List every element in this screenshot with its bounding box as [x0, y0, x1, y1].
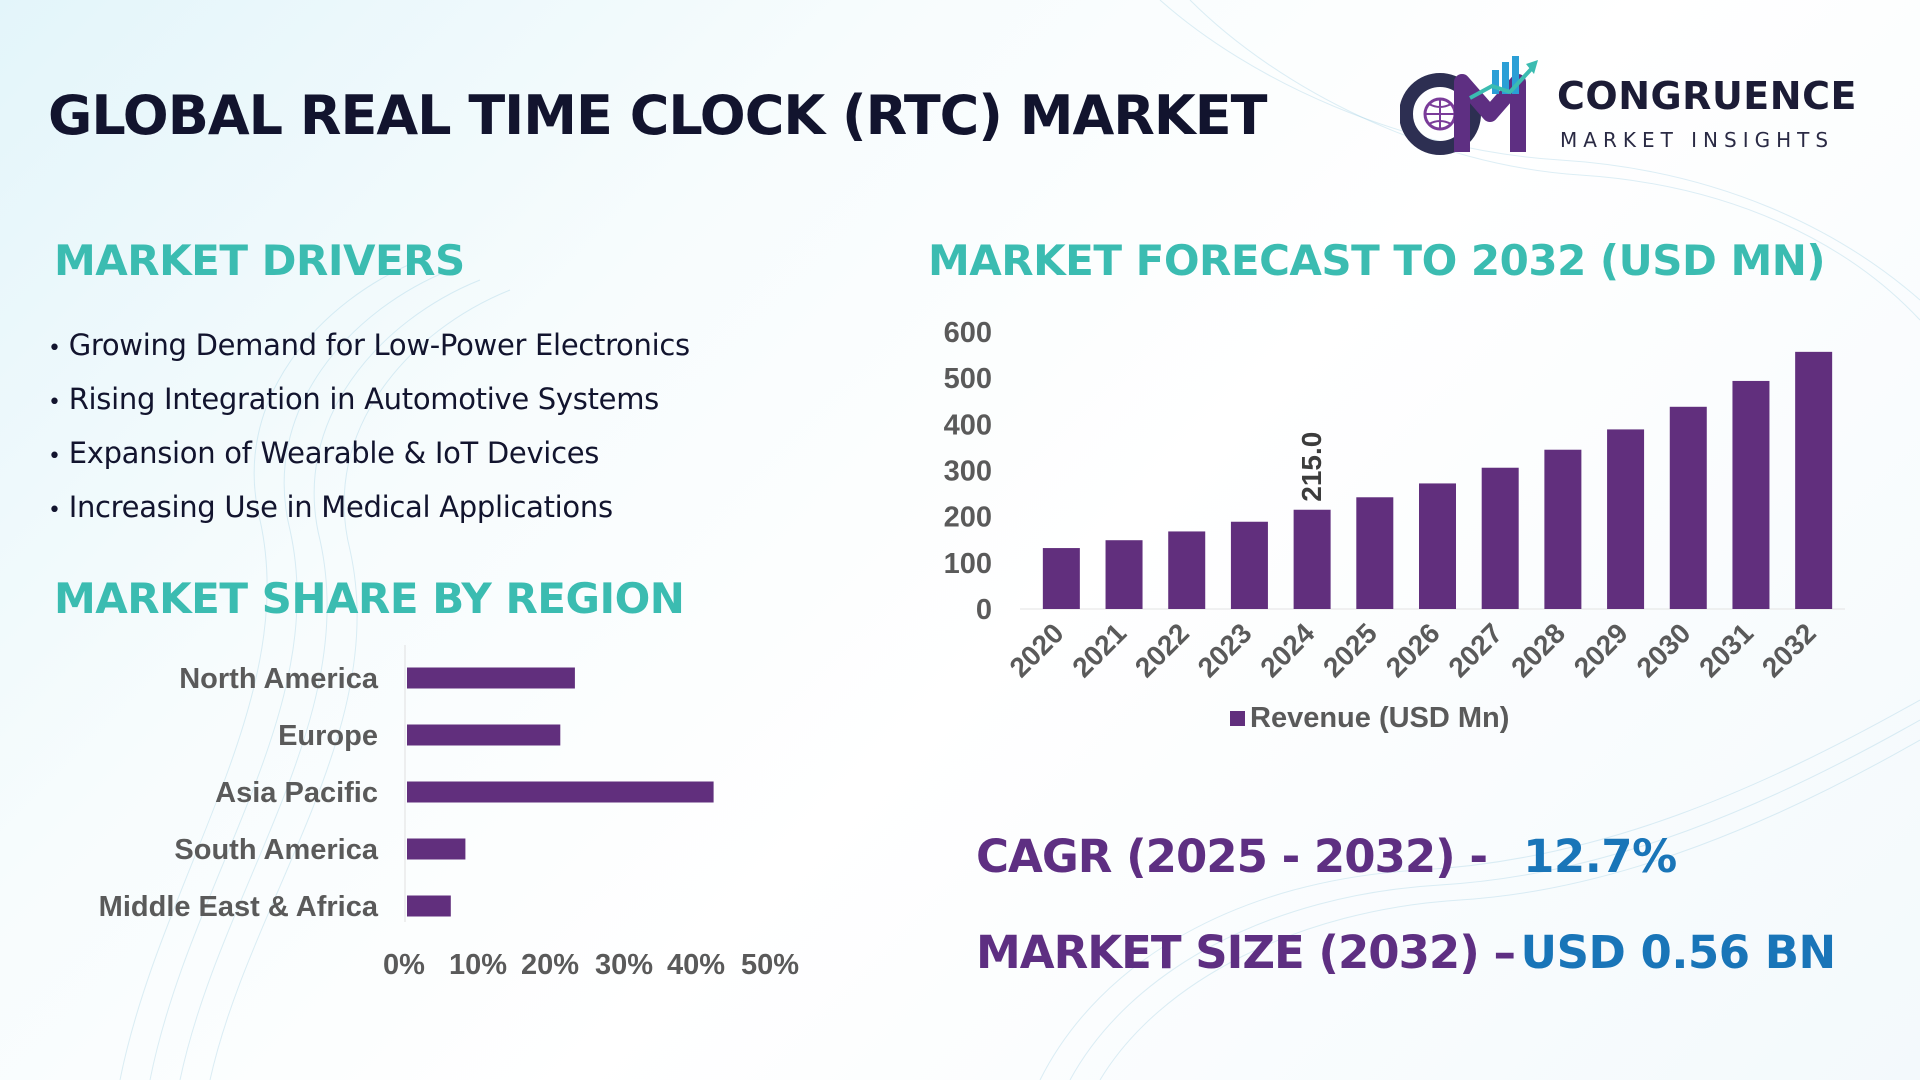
- forecast-x-tick-label: 2020: [1004, 617, 1070, 683]
- forecast-title: MARKET FORECAST TO 2032 (USD MN): [928, 236, 1826, 285]
- region-bar: [407, 781, 714, 803]
- region-x-tick-label: 40%: [667, 949, 725, 981]
- forecast-y-tick-label: 400: [944, 409, 992, 441]
- market-size-kpi: MARKET SIZE (2032) – USD 0.56 BN: [976, 926, 1836, 979]
- cagr-value: 12.7%: [1523, 830, 1677, 883]
- logo-mark-icon: [1400, 56, 1538, 155]
- legend-swatch: [1230, 711, 1245, 726]
- forecast-bar: [1293, 509, 1331, 609]
- region-x-tick-label: 50%: [741, 949, 799, 981]
- region-title: MARKET SHARE BY REGION: [54, 574, 685, 623]
- forecast-bar: [1607, 429, 1645, 609]
- region-category-label: Europe: [278, 720, 378, 752]
- forecast-bar: [1795, 351, 1833, 609]
- forecast-x-tick-label: 2026: [1380, 617, 1446, 683]
- driver-item: Growing Demand for Low-Power Electronics: [48, 322, 690, 376]
- region-x-tick-label: 20%: [521, 949, 579, 981]
- brand-tagline: MARKET INSIGHTS: [1560, 128, 1835, 152]
- forecast-bar: [1105, 540, 1143, 609]
- driver-item: Rising Integration in Automotive Systems: [48, 376, 690, 430]
- forecast-data-label: 215.0: [1296, 432, 1327, 502]
- forecast-x-tick-label: 2030: [1631, 617, 1697, 683]
- forecast-y-tick-label: 600: [944, 317, 992, 349]
- forecast-bar: [1732, 380, 1770, 609]
- forecast-x-tick-label: 2022: [1129, 617, 1195, 683]
- forecast-x-tick-label: 2032: [1756, 617, 1822, 683]
- forecast-bar: [1481, 467, 1519, 609]
- forecast-x-tick-label: 2021: [1066, 617, 1132, 683]
- region-category-label: Asia Pacific: [215, 777, 378, 809]
- forecast-y-tick-label: 100: [944, 548, 992, 580]
- region-category-label: Middle East & Africa: [99, 891, 379, 923]
- region-x-tick-label: 30%: [595, 949, 653, 981]
- forecast-bar: [1356, 497, 1394, 609]
- forecast-x-tick-label: 2027: [1442, 617, 1508, 683]
- brand-name: CONGRUENCE: [1557, 74, 1857, 118]
- forecast-y-tick-label: 500: [944, 363, 992, 395]
- forecast-bar: [1042, 548, 1080, 609]
- drivers-list: Growing Demand for Low-Power Electronics…: [48, 322, 690, 538]
- forecast-x-tick-label: 2028: [1505, 617, 1571, 683]
- forecast-y-tick-label: 300: [944, 456, 992, 488]
- forecast-y-tick-label: 200: [944, 502, 992, 534]
- forecast-x-tick-label: 2031: [1693, 617, 1759, 683]
- region-share-chart: North America Europe Asia Pacific South Ame…: [99, 645, 799, 981]
- forecast-x-tick-label: 2024: [1254, 617, 1320, 683]
- forecast-chart: 0100200300400500600202020212022202320242…: [944, 317, 1845, 734]
- region-bar: [407, 895, 451, 917]
- forecast-x-tick-label: 2025: [1317, 617, 1383, 683]
- forecast-bar: [1669, 406, 1707, 609]
- market-size-label: MARKET SIZE (2032) –: [976, 926, 1516, 979]
- forecast-bar: [1230, 521, 1268, 609]
- forecast-bar: [1544, 449, 1582, 609]
- cagr-kpi: CAGR (2025 - 2032) - 12.7%: [976, 830, 1677, 883]
- region-bar: [407, 838, 466, 860]
- region-bar: [407, 667, 575, 689]
- legend-label: Revenue (USD Mn): [1250, 702, 1509, 734]
- forecast-x-tick-label: 2023: [1192, 617, 1258, 683]
- forecast-bar: [1168, 531, 1206, 609]
- page-title: GLOBAL REAL TIME CLOCK (RTC) MARKET: [48, 84, 1267, 147]
- driver-item: Expansion of Wearable & IoT Devices: [48, 430, 690, 484]
- drivers-title: MARKET DRIVERS: [54, 236, 465, 285]
- region-x-tick-label: 10%: [449, 949, 507, 981]
- region-x-tick-label: 0%: [383, 949, 425, 981]
- cagr-label: CAGR (2025 - 2032) -: [976, 830, 1488, 883]
- region-bar: [407, 724, 561, 746]
- forecast-bar: [1419, 483, 1456, 609]
- brand-logo: CONGRUENCE MARKET INSIGHTS: [1400, 52, 1870, 162]
- forecast-x-tick-label: 2029: [1568, 617, 1634, 683]
- forecast-y-tick-label: 0: [976, 594, 992, 626]
- driver-item: Increasing Use in Medical Applications: [48, 484, 690, 538]
- market-size-value: USD 0.56 BN: [1520, 926, 1837, 979]
- region-category-label: North America: [179, 663, 379, 695]
- region-category-label: South America: [174, 834, 378, 866]
